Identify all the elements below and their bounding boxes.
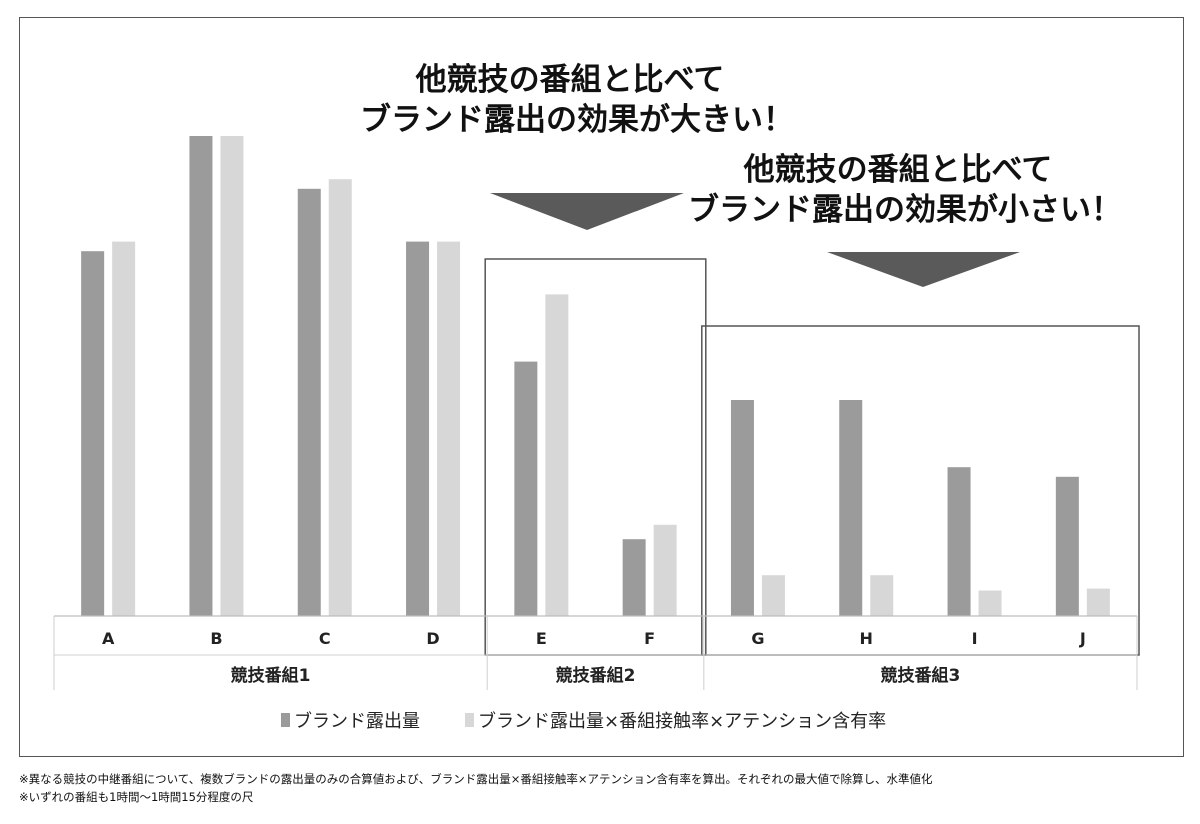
bar-j-series2 <box>1086 588 1110 616</box>
tick-label-b: B <box>210 629 222 648</box>
bar-h-series2 <box>870 575 894 616</box>
legend-swatch-series2 <box>465 713 474 727</box>
bar-a-series2 <box>112 241 136 616</box>
bar-c-series2 <box>328 179 352 616</box>
callout-large-effect: 他競技の番組と比べて ブランド露出の効果が大きい！ <box>360 60 794 140</box>
tick-label-f: F <box>644 629 655 648</box>
bar-d-series2 <box>437 241 461 616</box>
tick-label-h: H <box>860 629 873 648</box>
group-label-2: 競技番組2 <box>556 665 636 686</box>
callout-large-line-1: 他競技の番組と比べて <box>415 62 725 98</box>
tick-label-c: C <box>319 629 331 648</box>
bar-j-series1 <box>1055 476 1079 616</box>
bar-b-series1 <box>189 136 213 616</box>
tick-label-a: A <box>102 629 115 648</box>
group-label-1: 競技番組1 <box>231 665 311 686</box>
callout-small-line-1: 他競技の番組と比べて <box>743 152 1053 188</box>
bar-h-series1 <box>839 400 863 616</box>
legend-item-series2: ブランド露出量×番組接触率×アテンション含有率 <box>465 707 886 733</box>
chart-frame <box>19 17 1184 757</box>
bar-d-series1 <box>406 241 430 616</box>
footnote-1: ※異なる競技の中継番組について、複数ブランドの露出量のみの合算値および、ブランド… <box>19 772 933 786</box>
tick-label-j: J <box>1079 629 1086 648</box>
legend-label-series2: ブランド露出量×番組接触率×アテンション含有率 <box>478 711 887 732</box>
bar-a-series1 <box>81 251 105 616</box>
bar-g-series2 <box>761 575 785 616</box>
bar-g-series1 <box>730 400 754 616</box>
legend-swatch-series1 <box>281 713 290 727</box>
bar-e-series1 <box>514 361 538 616</box>
bar-c-series1 <box>297 188 321 617</box>
bar-e-series2 <box>545 294 569 616</box>
bar-i-series1 <box>947 467 971 616</box>
group-label-3: 競技番組3 <box>880 665 960 686</box>
tick-label-d: D <box>426 629 439 648</box>
footnote-2: ※いずれの番組も1時間～1時間15分程度の尺 <box>19 790 254 804</box>
bar-b-series2 <box>220 136 244 616</box>
tick-label-e: E <box>536 629 547 648</box>
callout-large-line-2: ブランド露出の効果が大きい！ <box>360 102 794 138</box>
legend-label-series1: ブランド露出量 <box>294 711 420 732</box>
legend-item-series1: ブランド露出量 <box>281 707 420 733</box>
callout-small-line-2: ブランド露出の効果が小さい！ <box>688 192 1122 228</box>
arrow-down-icon-2 <box>827 252 1020 287</box>
tick-label-g: G <box>751 629 764 648</box>
bar-f-series2 <box>653 524 677 616</box>
bar-i-series2 <box>978 590 1002 616</box>
footnotes: ※異なる競技の中継番組について、複数ブランドの露出量のみの合算値および、ブランド… <box>19 770 932 806</box>
bar-f-series1 <box>622 539 646 616</box>
tick-label-i: I <box>972 629 978 648</box>
arrow-down-icon-1 <box>490 193 684 230</box>
callout-small-effect: 他競技の番組と比べて ブランド露出の効果が小さい！ <box>688 150 1122 230</box>
